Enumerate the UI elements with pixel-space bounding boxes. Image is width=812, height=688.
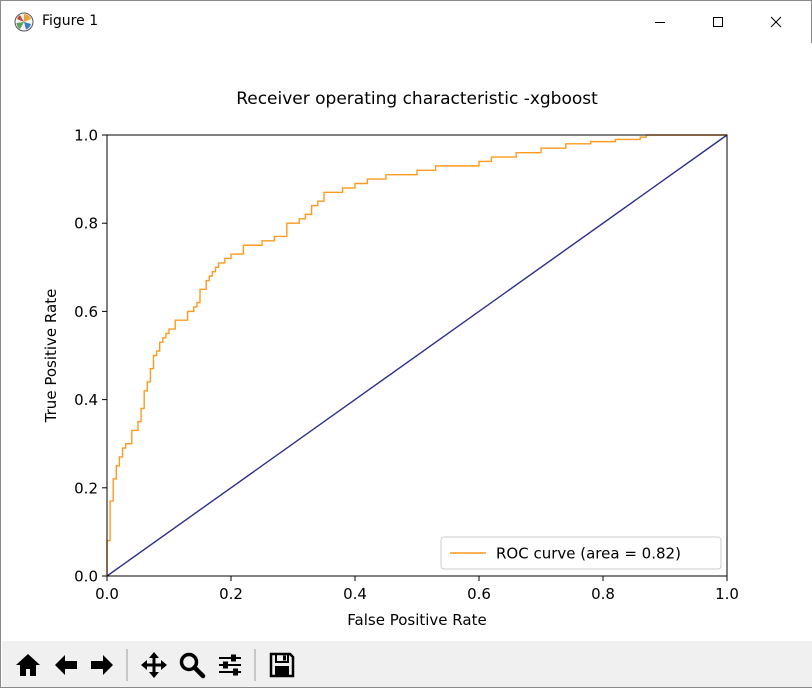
- pan-button[interactable]: [138, 649, 170, 681]
- roc-curve-line: [106, 134, 727, 576]
- home-icon: [16, 654, 40, 676]
- zoom-icon: [179, 652, 206, 679]
- window-title: Figure 1: [42, 13, 99, 29]
- close-icon: [770, 16, 782, 28]
- toolbar-separator: [126, 649, 128, 681]
- x-tick-label: 0.2: [219, 585, 243, 603]
- y-tick-label: 0.8: [74, 215, 98, 233]
- x-tick-label: 0.0: [95, 585, 119, 603]
- save-icon: [269, 652, 295, 678]
- matplotlib-logo-icon: [14, 12, 34, 32]
- forward-arrow-icon: [91, 655, 113, 675]
- y-tick-label: 0.6: [74, 303, 98, 321]
- close-button[interactable]: [747, 1, 805, 43]
- legend-box: [440, 536, 722, 570]
- pan-icon: [141, 652, 167, 678]
- y-tick-label: 0.0: [74, 568, 98, 586]
- y-tick-label: 0.2: [74, 479, 98, 497]
- x-tick-label: 1.0: [715, 585, 739, 603]
- save-button[interactable]: [266, 649, 298, 681]
- x-tick-label: 0.8: [591, 585, 615, 603]
- maximize-button[interactable]: [689, 1, 747, 43]
- zoom-button[interactable]: [176, 649, 208, 681]
- configure-subplots-button[interactable]: [214, 649, 246, 681]
- back-arrow-icon: [55, 655, 77, 675]
- y-axis-label: True Positive Rate: [42, 289, 60, 424]
- toolbar-separator: [254, 649, 256, 681]
- x-tick-label: 0.4: [343, 585, 367, 603]
- figure-canvas[interactable]: Receiver operating characteristic -xgboo…: [2, 43, 812, 641]
- legend-roc-label: ROC curve (area = 0.82): [496, 545, 681, 563]
- navigation-toolbar: [2, 641, 812, 687]
- y-tick-label: 1.0: [74, 127, 98, 145]
- home-button[interactable]: [12, 649, 44, 681]
- roc-chart: Receiver operating characteristic -xgboo…: [42, 89, 739, 629]
- title-bar[interactable]: Figure 1: [1, 1, 811, 43]
- maximize-icon: [713, 17, 723, 27]
- minimize-button[interactable]: [631, 1, 689, 43]
- legend: ROC curve (area = 0.82): [440, 536, 722, 570]
- y-tick-label: 0.4: [74, 391, 98, 409]
- configure-subplots-icon: [219, 654, 241, 676]
- axes-frame: [106, 134, 728, 577]
- forward-button[interactable]: [86, 649, 118, 681]
- diagonal-reference-line: [106, 134, 728, 577]
- back-button[interactable]: [50, 649, 82, 681]
- x-axis-label: False Positive Rate: [347, 611, 486, 629]
- x-tick-label: 0.6: [467, 585, 491, 603]
- minimize-icon: [655, 22, 665, 23]
- chart-title: Receiver operating characteristic -xgboo…: [236, 89, 598, 109]
